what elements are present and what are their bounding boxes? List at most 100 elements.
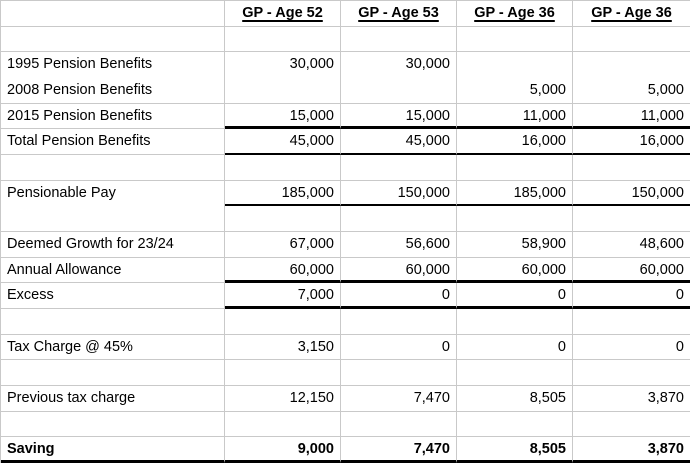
value-cell[interactable]: 0: [341, 334, 457, 361]
value-cell[interactable]: 0: [573, 283, 690, 309]
row-label-cell-text: 2008 Pension Benefits: [7, 81, 153, 98]
row-label-cell[interactable]: 2015 Pension Benefits: [1, 103, 225, 130]
value-cell[interactable]: 3,870: [573, 437, 690, 463]
row-label-cell[interactable]: 1995 Pension Benefits: [1, 52, 225, 78]
value-cell[interactable]: 0: [573, 335, 690, 361]
value-cell[interactable]: 5,000: [457, 77, 573, 104]
row-label-cell[interactable]: [1, 206, 225, 232]
value-cell[interactable]: 58,900: [457, 231, 573, 258]
value-cell[interactable]: [573, 27, 690, 53]
spreadsheet-grid: GP - Age 52 GP - Age 53 GP - Age 36 GP - Ag…: [0, 0, 690, 463]
value-cell[interactable]: [573, 155, 690, 181]
value-cell[interactable]: 16,000: [573, 129, 690, 155]
row-label-cell[interactable]: Deemed Growth for 23/24: [1, 231, 225, 258]
value-cell[interactable]: 7,470: [341, 437, 457, 463]
value-cell[interactable]: [225, 360, 341, 386]
value-cell[interactable]: 12,150: [225, 385, 341, 412]
row-label-cell[interactable]: [1, 360, 225, 386]
value-cell[interactable]: [573, 412, 690, 438]
value-cell-text: 0: [441, 287, 450, 304]
value-cell[interactable]: 0: [341, 283, 457, 309]
row-label-cell[interactable]: Tax Charge @ 45%: [1, 334, 225, 361]
value-cell[interactable]: [225, 308, 341, 335]
row-label-cell[interactable]: [1, 154, 225, 181]
value-cell[interactable]: 30,000: [341, 52, 457, 78]
value-cell[interactable]: 3,870: [573, 386, 690, 412]
value-cell[interactable]: 30,000: [225, 52, 341, 78]
row-label-cell[interactable]: Pensionable Pay: [1, 180, 225, 207]
value-cell[interactable]: 150,000: [573, 181, 690, 207]
value-cell[interactable]: [341, 154, 457, 181]
value-cell[interactable]: 67,000: [225, 231, 341, 258]
value-cell[interactable]: [573, 206, 690, 232]
row-label-cell[interactable]: Excess: [1, 283, 225, 309]
row-label-cell[interactable]: [1, 308, 225, 335]
row-label-cell[interactable]: Total Pension Benefits: [1, 129, 225, 155]
value-cell[interactable]: 8,505: [457, 437, 573, 463]
value-cell[interactable]: [225, 206, 341, 232]
column-header[interactable]: GP - Age 52: [225, 1, 341, 27]
value-cell[interactable]: 56,600: [341, 231, 457, 258]
column-header[interactable]: GP - Age 36: [573, 1, 690, 27]
value-cell[interactable]: 60,000: [573, 258, 690, 284]
value-cell[interactable]: [457, 308, 573, 335]
value-cell[interactable]: [341, 206, 457, 232]
value-cell[interactable]: [341, 360, 457, 386]
row-label-cell[interactable]: Annual Allowance: [1, 257, 225, 284]
row-label-cell[interactable]: [1, 411, 225, 438]
value-cell[interactable]: 11,000: [573, 104, 690, 130]
column-header[interactable]: GP - Age 53: [341, 1, 457, 27]
value-cell[interactable]: 150,000: [341, 180, 457, 207]
value-cell[interactable]: 60,000: [341, 257, 457, 284]
value-cell[interactable]: 0: [457, 283, 573, 309]
value-cell[interactable]: 48,600: [573, 232, 690, 258]
value-cell[interactable]: [225, 26, 341, 53]
value-cell[interactable]: [457, 360, 573, 386]
value-cell[interactable]: 7,470: [341, 385, 457, 412]
value-cell-text: 0: [675, 338, 684, 355]
value-cell[interactable]: 7,000: [225, 283, 341, 309]
value-cell[interactable]: 185,000: [225, 180, 341, 207]
value-cell[interactable]: [457, 52, 573, 78]
value-cell[interactable]: [573, 52, 690, 78]
value-cell[interactable]: 0: [457, 334, 573, 361]
value-cell[interactable]: [341, 77, 457, 104]
value-cell[interactable]: 60,000: [225, 257, 341, 284]
value-cell[interactable]: [457, 411, 573, 438]
value-cell[interactable]: [573, 360, 690, 386]
row-label-cell[interactable]: Saving: [1, 437, 225, 463]
row-label-cell[interactable]: [1, 26, 225, 53]
value-cell[interactable]: [341, 308, 457, 335]
value-cell[interactable]: 185,000: [457, 180, 573, 207]
value-cell[interactable]: [457, 206, 573, 232]
row-label-cell[interactable]: 2008 Pension Benefits: [1, 77, 225, 104]
value-cell[interactable]: [457, 154, 573, 181]
row-label-cell-text: Deemed Growth for 23/24: [7, 235, 174, 252]
value-cell[interactable]: [225, 154, 341, 181]
value-cell[interactable]: 5,000: [573, 78, 690, 104]
value-cell[interactable]: 16,000: [457, 129, 573, 155]
column-header[interactable]: GP - Age 36: [457, 1, 573, 27]
value-cell[interactable]: 3,150: [225, 334, 341, 361]
value-cell[interactable]: [573, 309, 690, 335]
corner-cell[interactable]: [1, 1, 225, 27]
value-cell-text: 12,150: [289, 389, 334, 406]
value-cell[interactable]: [341, 411, 457, 438]
value-cell[interactable]: [341, 26, 457, 53]
value-cell[interactable]: 9,000: [225, 437, 341, 463]
value-cell-text: 60,000: [289, 261, 334, 278]
value-cell[interactable]: [457, 26, 573, 53]
value-cell-text: 16,000: [639, 133, 684, 150]
value-cell[interactable]: 8,505: [457, 385, 573, 412]
column-header-text: GP - Age 36: [474, 5, 555, 21]
value-cell-text: 58,900: [521, 235, 566, 252]
value-cell[interactable]: 15,000: [341, 103, 457, 130]
value-cell[interactable]: 11,000: [457, 103, 573, 130]
value-cell[interactable]: 60,000: [457, 257, 573, 284]
row-label-cell[interactable]: Previous tax charge: [1, 385, 225, 412]
value-cell[interactable]: 45,000: [341, 129, 457, 155]
value-cell[interactable]: 45,000: [225, 129, 341, 155]
value-cell[interactable]: [225, 77, 341, 104]
value-cell[interactable]: 15,000: [225, 103, 341, 130]
value-cell[interactable]: [225, 411, 341, 438]
